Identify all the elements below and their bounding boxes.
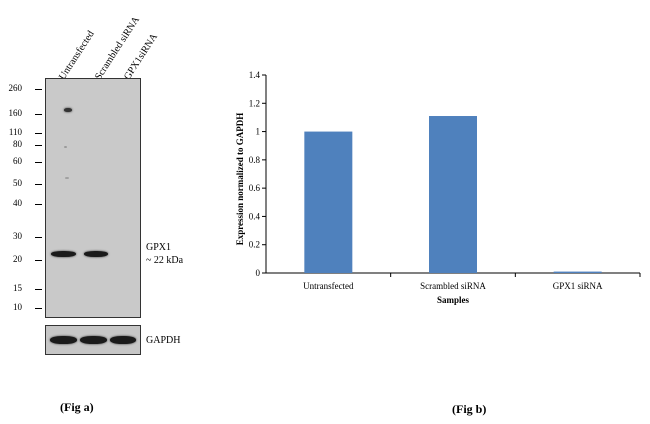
mw-marker-110: 110 [8, 127, 22, 137]
mw-tick [35, 260, 42, 261]
mw-marker-160: 160 [8, 108, 23, 118]
mw-tick [35, 289, 42, 290]
y-tick-label: 1 [256, 127, 261, 137]
y-tick-label: 0.8 [249, 155, 261, 165]
mw-marker-50: 50 [13, 178, 22, 188]
gpx1-band-scrambled-sirna [84, 251, 108, 257]
loading-control-label: GAPDH [146, 335, 181, 346]
y-tick-label: 0.4 [249, 211, 261, 221]
mw-marker-10: 10 [13, 302, 22, 312]
bar-gpx1-sirna [553, 271, 602, 273]
mw-tick [35, 308, 42, 309]
mw-tick [35, 162, 42, 163]
y-tick-label: 0.2 [249, 240, 260, 250]
mw-tick [35, 89, 42, 90]
gapdh-band-untransfected [50, 336, 77, 344]
gapdh-band-gpx1-sirna [110, 336, 136, 344]
bar-untransfected [304, 131, 353, 273]
y-axis-title: Expression normalized to GAPDH [235, 113, 245, 246]
mw-marker-30: 30 [13, 231, 22, 241]
mw-marker-80: 80 [13, 139, 22, 149]
mw-tick [35, 133, 42, 134]
blot-gapdh-panel [45, 325, 141, 355]
mw-tick [35, 237, 42, 238]
mw-tick [35, 114, 42, 115]
figure-b-caption: (Fig b) [452, 402, 487, 416]
band-size-label: ~ 22 kDa [146, 255, 184, 266]
faint-spot [64, 146, 67, 148]
x-tick-label: Scrambled siRNA [420, 281, 486, 291]
mw-marker-15: 15 [13, 283, 22, 293]
y-tick-label: 0.6 [249, 183, 261, 193]
x-tick-label: Untransfected [303, 281, 354, 291]
nonspecific-band-160 [64, 108, 72, 112]
blot-gpx1-panel [45, 78, 141, 318]
y-tick-label: 0 [256, 268, 261, 278]
mw-tick [35, 204, 42, 205]
mw-marker-260: 260 [8, 83, 23, 93]
y-tick-label: 1.2 [249, 98, 260, 108]
figure-a-caption: (Fig a) [60, 400, 94, 414]
mw-marker-20: 20 [13, 254, 22, 264]
faint-spot [65, 177, 69, 179]
gpx1-band-untransfected [51, 251, 76, 257]
mw-tick [35, 145, 42, 146]
x-tick-label: GPX1 siRNA [553, 281, 603, 291]
mw-marker-40: 40 [13, 198, 22, 208]
mw-tick [35, 184, 42, 185]
bar-scrambled-sirna [429, 116, 477, 273]
gapdh-band-scrambled-sirna [80, 336, 107, 344]
mw-marker-60: 60 [13, 156, 22, 166]
band-label-gpx1: GPX1 [146, 242, 172, 253]
x-axis-title: Samples [437, 295, 470, 305]
y-tick-label: 1.4 [249, 70, 261, 80]
